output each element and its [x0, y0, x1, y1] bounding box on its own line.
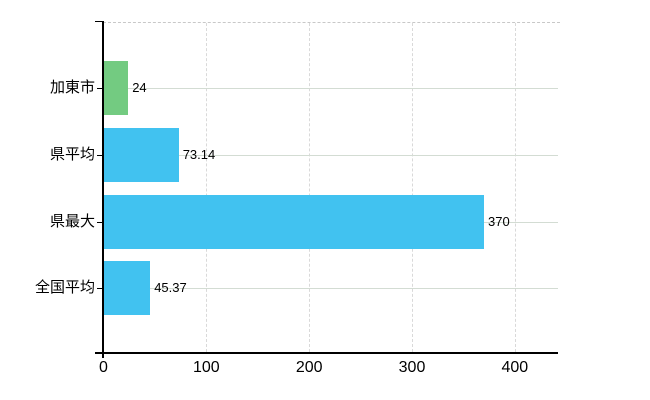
bar-value-label: 73.14	[182, 147, 216, 162]
x-tick-label: 0	[99, 359, 108, 376]
vertical-gridline-100	[206, 23, 208, 352]
x-tick-label: 200	[295, 359, 323, 376]
data-bar-0	[103, 61, 129, 115]
horizontal-gridline-1	[104, 155, 558, 156]
y-axis-line	[102, 21, 104, 358]
category-tick-3	[97, 288, 103, 289]
x-tick-label: 100	[192, 359, 220, 376]
horizontal-gridline-3	[104, 288, 558, 289]
category-label: 加東市	[49, 79, 95, 96]
data-bar-3	[103, 261, 151, 315]
category-label: 全国平均	[34, 279, 95, 296]
x-tick-label: 300	[398, 359, 426, 376]
y-axis-top-tick	[95, 21, 103, 22]
x-tick-label: 400	[501, 359, 529, 376]
horizontal-gridline-0	[104, 88, 558, 89]
data-bar-1	[103, 128, 179, 182]
vertical-gridline-400	[514, 23, 516, 352]
vertical-gridline-200	[309, 23, 311, 352]
category-tick-0	[97, 88, 103, 89]
category-tick-1	[97, 155, 103, 156]
bar-value-label: 45.37	[154, 280, 187, 295]
x-axis-line	[95, 352, 558, 354]
vertical-gridline-300	[412, 23, 413, 352]
bar-value-label: 370	[488, 214, 510, 229]
category-tick-2	[97, 222, 103, 223]
data-bar-2	[103, 195, 484, 249]
category-label: 県平均	[49, 146, 95, 163]
category-label: 県最大	[49, 213, 95, 230]
bar-value-label: 24	[132, 80, 147, 95]
plot-top-dashed-border	[103, 22, 560, 23]
